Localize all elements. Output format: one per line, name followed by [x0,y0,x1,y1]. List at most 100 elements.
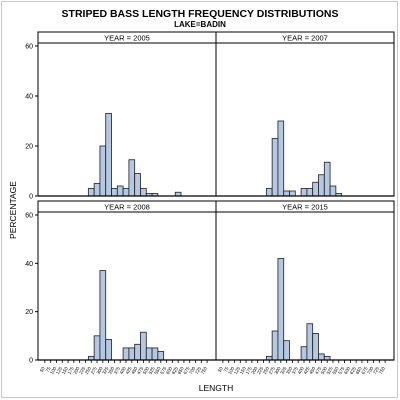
bar [134,173,141,197]
x-tick-label: 425 [124,366,132,376]
panel-label: YEAR = 2015 [282,203,328,212]
x-tick-label: 200 [72,366,80,376]
bar [151,347,159,361]
x-tick-label: 425 [302,366,310,376]
bar [140,331,147,361]
x-tick-label: 375 [113,366,121,376]
x-tick-label: 125 [55,366,63,376]
x-tick-label: 300 [274,366,282,376]
bar [318,174,325,197]
x-tick-label: 600 [165,366,173,376]
y-tick-label: 60 [25,44,33,51]
y-tick-label: 0 [29,194,33,201]
bar [265,188,273,197]
x-tick-label: 500 [320,366,328,376]
bar [312,333,319,361]
x-tick-label: 350 [285,366,293,376]
y-tick-label: 40 [25,94,33,101]
x-tick-label: 75 [45,366,52,373]
bar [122,347,130,361]
bar [289,190,296,197]
panel-label: YEAR = 2007 [282,34,328,43]
x-tick-label: 575 [337,366,345,376]
bar [277,258,285,361]
x-tick-label: 150 [239,366,247,376]
x-tick-label: 650 [177,366,185,376]
x-tick-label: 450 [308,366,316,376]
panel-header [215,200,395,213]
x-tick-label: 275 [268,366,276,376]
x-tick-label: 525 [326,366,334,376]
x-tick-label: 400 [297,366,305,376]
x-tick-label: 475 [314,366,322,376]
bar [145,347,153,361]
x-tick-label: 750 [200,366,208,376]
x-tick-label: 650 [355,366,363,376]
panel-header [215,31,395,44]
panel-2: YEAR = 2007 [215,31,395,197]
bar [283,340,290,361]
x-tick-label: 50 [217,366,224,373]
x-tick-label: 275 [90,366,98,376]
panel-label: YEAR = 2005 [104,34,150,43]
bar [323,161,331,197]
bar [105,113,112,197]
y-tick-label: 20 [25,144,33,151]
bar [306,188,314,197]
x-tick-label: 675 [360,366,368,376]
x-tick-label: 250 [84,366,92,376]
bar [283,190,290,197]
y-tick-label: 40 [25,261,33,268]
x-tick-label: 625 [349,366,357,376]
x-tick-label: 725 [372,366,380,376]
x-tick-label: 550 [153,366,161,376]
panel-border [215,200,395,361]
bar [99,270,107,361]
panel-border [37,31,217,197]
x-tick-label: 75 [223,366,230,373]
bar [271,138,279,197]
bar [93,183,101,197]
x-tick-label: 300 [96,366,104,376]
bar [128,159,136,197]
x-tick-label: 175 [67,366,75,376]
bar [134,343,141,361]
x-tick-label: 625 [171,366,179,376]
panel-border [37,200,217,361]
panel-3: YEAR = 2008 0 20 40 60 5075100125150175200225… [25,200,217,376]
x-tick-label: 750 [378,366,386,376]
x-tick-label: 500 [142,366,150,376]
bar [99,145,107,197]
bar [157,351,165,361]
bar [271,330,279,361]
x-tick-label: 700 [366,366,374,376]
x-tick-label: 525 [148,366,156,376]
x-tick-label: 100 [227,366,235,376]
x-tick-label: 725 [194,366,202,376]
y-tick-label: 20 [25,309,33,316]
panel-label: YEAR = 2008 [104,203,150,212]
x-tick-label: 375 [291,366,299,376]
x-tick-label: 175 [245,366,253,376]
x-tick-label: 450 [130,366,138,376]
x-tick-label: 325 [279,366,287,376]
y-tick-label: 60 [25,213,33,220]
y-tick-label: 0 [29,358,33,365]
y-axis-label: PERCENTAGE [8,181,18,239]
x-tick-label: 125 [233,366,241,376]
bar [128,347,136,361]
bar [122,188,130,197]
bar [318,353,325,361]
bar [300,188,308,197]
x-tick-label: 400 [119,366,127,376]
bar [87,188,95,197]
panel-1: YEAR = 2005 0 20 40 60 [25,31,217,201]
x-tick-label: 475 [136,366,144,376]
x-tick-label: 325 [101,366,109,376]
x-tick-label: 550 [331,366,339,376]
chart-subtitle: LAKE=BADIN [174,20,226,29]
chart-panels: YEAR = 2005 0 20 40 60 YEAR = 2007 YEAR = 2008… [25,31,395,376]
x-tick-label: 700 [188,366,196,376]
